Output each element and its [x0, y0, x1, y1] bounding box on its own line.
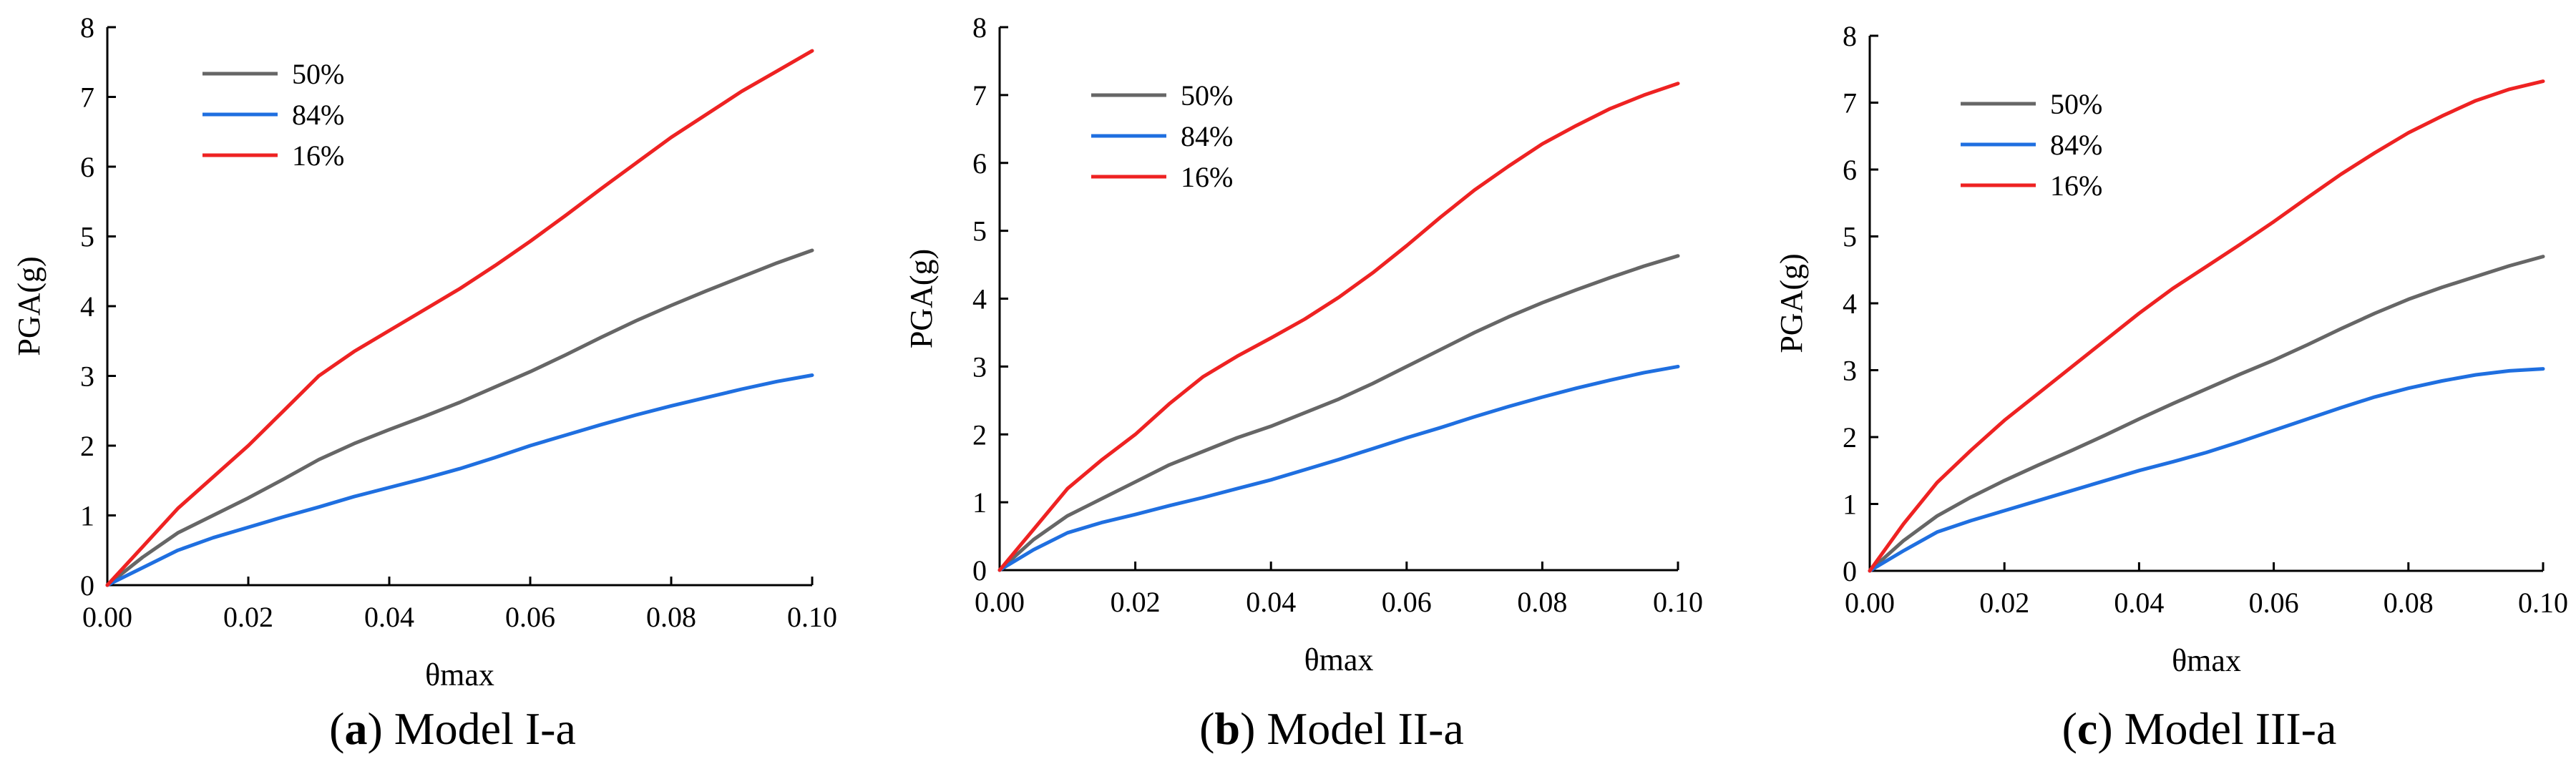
legend-label: 84%: [1181, 120, 1233, 152]
y-tick-label: 4: [1843, 288, 1857, 320]
y-tick-label: 0: [1843, 555, 1857, 587]
legend-label: 50%: [1181, 79, 1233, 112]
legend-label: 16%: [292, 139, 344, 172]
y-tick-label: 1: [972, 486, 987, 519]
series-line-50pct: [1868, 255, 2545, 573]
y-tick-label: 3: [80, 361, 94, 393]
x-axis-label: θmax: [1304, 642, 1374, 677]
series-line-84pct: [1868, 367, 2545, 573]
y-tick-label: 7: [80, 82, 94, 114]
x-tick-label: 0.02: [1979, 587, 2029, 619]
x-tick-label: 0.08: [646, 601, 696, 633]
x-tick-label: 0.04: [1246, 586, 1296, 618]
legend-label: 16%: [1181, 161, 1233, 193]
legend-label: 50%: [2050, 88, 2102, 120]
x-tick-label: 0.10: [787, 601, 837, 633]
y-tick-label: 1: [80, 500, 94, 532]
legend-label: 50%: [292, 58, 344, 90]
series-line-16pct: [997, 82, 1680, 572]
y-axis-label: PGA(g): [1774, 253, 1809, 353]
series-line-16pct: [105, 49, 814, 587]
y-tick-label: 0: [972, 554, 987, 587]
y-tick-label: 5: [80, 221, 94, 253]
y-tick-label: 2: [972, 418, 987, 451]
chart-caption: (a) Model I-a: [329, 703, 576, 754]
y-tick-label: 4: [972, 283, 987, 315]
y-axis-label: PGA(g): [11, 256, 47, 356]
x-tick-label: 0.04: [2114, 587, 2164, 619]
y-tick-label: 0: [80, 569, 94, 602]
y-tick-label: 8: [1843, 20, 1857, 52]
y-tick-label: 5: [1843, 221, 1857, 253]
x-tick-label: 0.04: [364, 601, 414, 633]
x-tick-label: 0.08: [2384, 587, 2434, 619]
x-axis-label: θmax: [425, 657, 494, 692]
chart-panel-b: 0 1 2 3 4 5 6 7 8 0.00 0.02 0.04 0.06 0.08 0.10 θmax PGA…: [904, 11, 1703, 754]
chart-panel-c: 0 1 2 3 4 5 6 7 8 0.00 0.02 0.04 0.06 0.08 0.10 θmax PGA…: [1774, 20, 2568, 754]
y-tick-label: 4: [80, 290, 94, 323]
y-tick-label: 8: [972, 11, 987, 44]
chart-caption: (b) Model II-a: [1199, 703, 1464, 754]
y-tick-label: 6: [1843, 154, 1857, 186]
y-tick-label: 6: [80, 151, 94, 183]
y-tick-label: 3: [972, 351, 987, 383]
series-line-16pct: [1868, 79, 2545, 573]
y-tick-label: 6: [972, 147, 987, 180]
x-tick-label: 0.06: [1382, 586, 1432, 618]
series-line-50pct: [105, 248, 814, 587]
x-tick-label: 0.00: [1845, 587, 1895, 619]
y-tick-label: 7: [972, 79, 987, 112]
y-tick-label: 2: [80, 430, 94, 462]
y-tick-label: 1: [1843, 489, 1857, 521]
x-tick-label: 0.08: [1517, 586, 1567, 618]
chart-caption: (c) Model III-a: [2062, 703, 2337, 754]
x-tick-label: 0.02: [1111, 586, 1161, 618]
y-tick-label: 7: [1843, 87, 1857, 119]
legend-label: 84%: [292, 99, 344, 131]
y-axis-label: PGA(g): [904, 249, 939, 348]
series-line-50pct: [997, 254, 1680, 572]
x-tick-label: 0.06: [505, 601, 555, 633]
x-axis-label: θmax: [2172, 643, 2241, 678]
y-tick-label: 2: [1843, 421, 1857, 454]
y-tick-label: 5: [972, 215, 987, 248]
series-line-84pct: [997, 364, 1680, 572]
x-tick-label: 0.10: [2518, 587, 2568, 619]
x-tick-label: 0.06: [2249, 587, 2299, 619]
y-tick-label: 8: [80, 11, 94, 44]
series-line-84pct: [105, 373, 814, 587]
x-tick-label: 0.10: [1653, 586, 1703, 618]
x-tick-label: 0.00: [975, 586, 1025, 618]
chart-panel-a: 0 1 2 3 4 5 6 7 8 0.00 0.02 0.04 0.06 0.08 0.10 θmax PGA…: [11, 11, 837, 754]
x-tick-label: 0.00: [82, 601, 132, 633]
legend-label: 84%: [2050, 129, 2102, 161]
x-tick-label: 0.02: [223, 601, 273, 633]
y-tick-label: 3: [1843, 355, 1857, 387]
legend-label: 16%: [2050, 170, 2102, 202]
